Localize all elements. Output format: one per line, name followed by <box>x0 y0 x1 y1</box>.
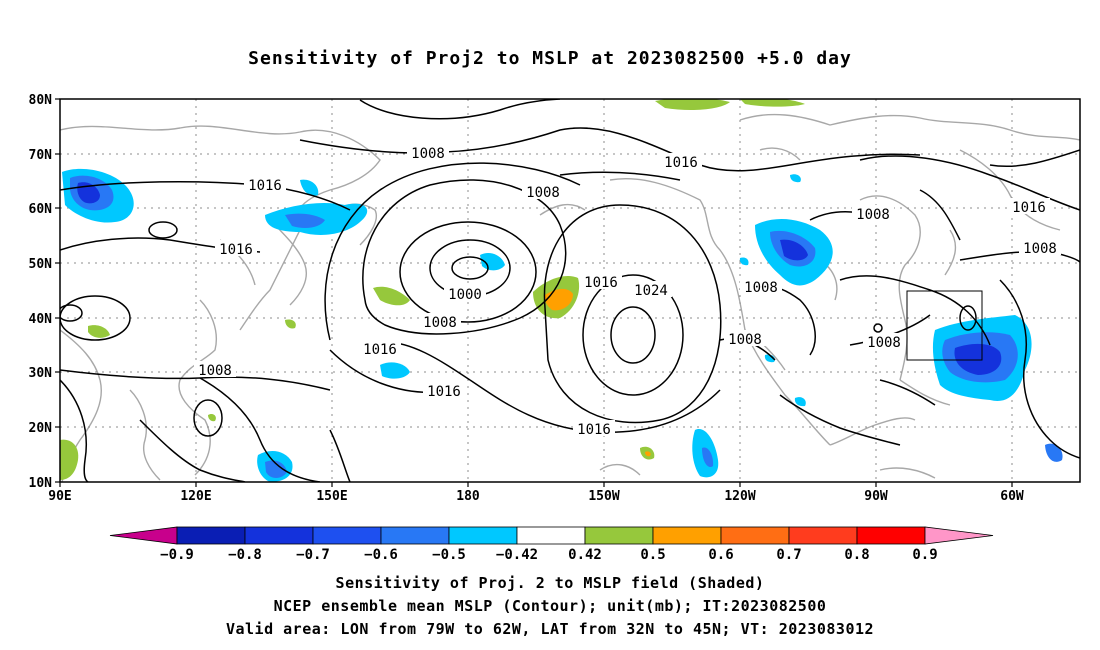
colorbar-swatch <box>176 526 246 545</box>
contour-label: 1016 <box>584 275 618 291</box>
chart-title: Sensitivity of Proj2 to MSLP at 20230825… <box>248 48 852 69</box>
contour-label: 1008 <box>526 185 560 201</box>
colorbar-swatch <box>720 526 790 545</box>
colorbar-label: 0.8 <box>844 547 869 563</box>
lon-label: 60W <box>1000 489 1024 504</box>
positive-patch <box>655 99 730 110</box>
negative-patch <box>794 397 806 407</box>
lon-label: 90E <box>48 489 71 504</box>
positive-patch <box>285 319 296 329</box>
isobars <box>60 99 1080 482</box>
colorbar-swatch <box>312 526 382 545</box>
footer-line-3: Valid area: LON from 79W to 62W, LAT fro… <box>225 620 875 638</box>
colorbar-label: −0.7 <box>296 547 330 563</box>
lat-label: 30N <box>29 366 53 381</box>
contour-label: 1008 <box>1023 241 1057 257</box>
colorbar-label: −0.9 <box>160 547 194 563</box>
latitude-labels: 80N 70N 60N 50N 40N 30N 20N 10N <box>29 93 53 491</box>
contour-label: 1008 <box>198 363 232 379</box>
positive-patch <box>645 451 651 457</box>
valid-area-box <box>906 290 983 361</box>
contour-label: 1024 <box>634 283 668 299</box>
negative-patch <box>739 257 749 266</box>
positive-patch <box>208 413 216 422</box>
colorbar-label: 0.9 <box>912 547 937 563</box>
lat-label: 20N <box>29 421 53 436</box>
longitude-labels: 90E 120E 150E 180 150W 120W 90W 60W <box>48 489 1024 504</box>
colorbar-label: 0.42 <box>568 547 602 563</box>
contour-label: 1016 <box>219 242 253 258</box>
colorbar-label: −0.42 <box>496 547 538 563</box>
negative-patch <box>1045 443 1063 462</box>
positive-patch <box>60 439 79 480</box>
footer-line-2: NCEP ensemble mean MSLP (Contour); unit(… <box>273 597 827 615</box>
colorbar: −0.9 −0.8 −0.7 −0.6 −0.5 −0.42 0.42 0.5 0.6 0.7 0.… <box>109 526 994 563</box>
lon-label: 150W <box>588 489 619 504</box>
map-frame <box>59 98 1081 483</box>
lat-label: 70N <box>29 148 53 163</box>
sensitivity-shading <box>60 99 1063 482</box>
negative-patch <box>265 460 287 478</box>
lon-label: 150E <box>316 489 347 504</box>
negative-patch <box>480 253 505 271</box>
contour-label: 1016 <box>664 155 698 171</box>
colorbar-arrow-left <box>109 526 178 545</box>
colorbar-swatch <box>380 526 450 545</box>
positive-patch <box>373 286 410 306</box>
colorbar-label: −0.5 <box>432 547 466 563</box>
colorbar-label: −0.8 <box>228 547 262 563</box>
lat-label: 10N <box>29 476 53 491</box>
negative-patch <box>380 362 410 379</box>
negative-patch <box>790 174 801 183</box>
lon-label: 90W <box>864 489 888 504</box>
contour-labels: 1008 1016 1008 1016 1016 1000 1008 1016 … <box>194 144 1061 438</box>
lat-label: 80N <box>29 93 53 108</box>
colorbar-swatch <box>516 526 586 545</box>
footer-line-1: Sensitivity of Proj. 2 to MSLP field (Sh… <box>335 574 765 592</box>
negative-patch <box>702 447 714 468</box>
colorbar-swatch <box>788 526 858 545</box>
contour-label: 1016 <box>577 422 611 438</box>
contour-label: 1008 <box>744 280 778 296</box>
lat-label: 60N <box>29 202 53 217</box>
contour-label: 1016 <box>248 178 282 194</box>
negative-patch <box>780 239 808 261</box>
axis-ticks <box>55 98 1013 487</box>
contour-label: 1016 <box>427 384 461 400</box>
colorbar-swatch <box>448 526 518 545</box>
colorbar-label: −0.6 <box>364 547 398 563</box>
negative-patch <box>954 343 1002 375</box>
colorbar-label: 0.7 <box>776 547 801 563</box>
contour-label: 1008 <box>423 315 457 331</box>
colorbar-swatch <box>584 526 654 545</box>
colorbar-label: 0.5 <box>640 547 665 563</box>
positive-patch <box>740 99 805 107</box>
contour-label: 1008 <box>411 146 445 162</box>
colorbar-swatch <box>652 526 722 545</box>
colorbar-label: 0.6 <box>708 547 733 563</box>
contour-label: 1008 <box>867 335 901 351</box>
positive-patch <box>88 325 110 338</box>
contour-label: 1016 <box>363 342 397 358</box>
colorbar-arrow-right <box>924 526 994 545</box>
colorbar-swatch <box>856 526 926 545</box>
lat-label: 50N <box>29 257 53 272</box>
lat-label: 40N <box>29 312 53 327</box>
contour-label: 1016 <box>1012 200 1046 216</box>
lon-label: 120E <box>180 489 211 504</box>
negative-patch <box>300 179 319 196</box>
colorbar-swatch <box>244 526 314 545</box>
contour-label: 1000 <box>448 287 482 303</box>
negative-patch <box>285 213 325 228</box>
lon-label: 120W <box>724 489 755 504</box>
lon-label: 180 <box>456 489 480 504</box>
contour-label: 1008 <box>856 207 890 223</box>
contour-label: 1008 <box>728 332 762 348</box>
